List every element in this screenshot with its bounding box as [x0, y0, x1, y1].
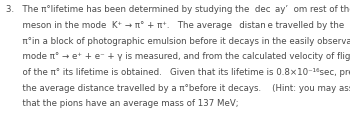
Text: π°in a block of photographic emulsion before it decays in the easily observable: π°in a block of photographic emulsion be… [6, 37, 350, 46]
Text: the average distance travelled by a π°before it decays.    (Hint: you may assume: the average distance travelled by a π°be… [6, 84, 350, 93]
Text: 3.   The π°lifetime has been determined by studying the  dec  ay’  om rest of th: 3. The π°lifetime has been determined by… [6, 5, 350, 15]
Text: of the π° its lifetime is obtained.   Given that its lifetime is 0.8×10⁻¹⁶sec, p: of the π° its lifetime is obtained. Give… [6, 68, 350, 77]
Text: mode π° → e⁺ + e⁻ + γ is measured, and from the calculated velocity of flight: mode π° → e⁺ + e⁻ + γ is measured, and f… [6, 52, 350, 61]
Text: that the pions have an average mass of 137 MeV;: that the pions have an average mass of 1… [6, 99, 239, 108]
Text: meson in the mode  K⁺ → π° + π⁺.   The average   distan e travelled by the: meson in the mode K⁺ → π° + π⁺. The aver… [6, 21, 344, 30]
